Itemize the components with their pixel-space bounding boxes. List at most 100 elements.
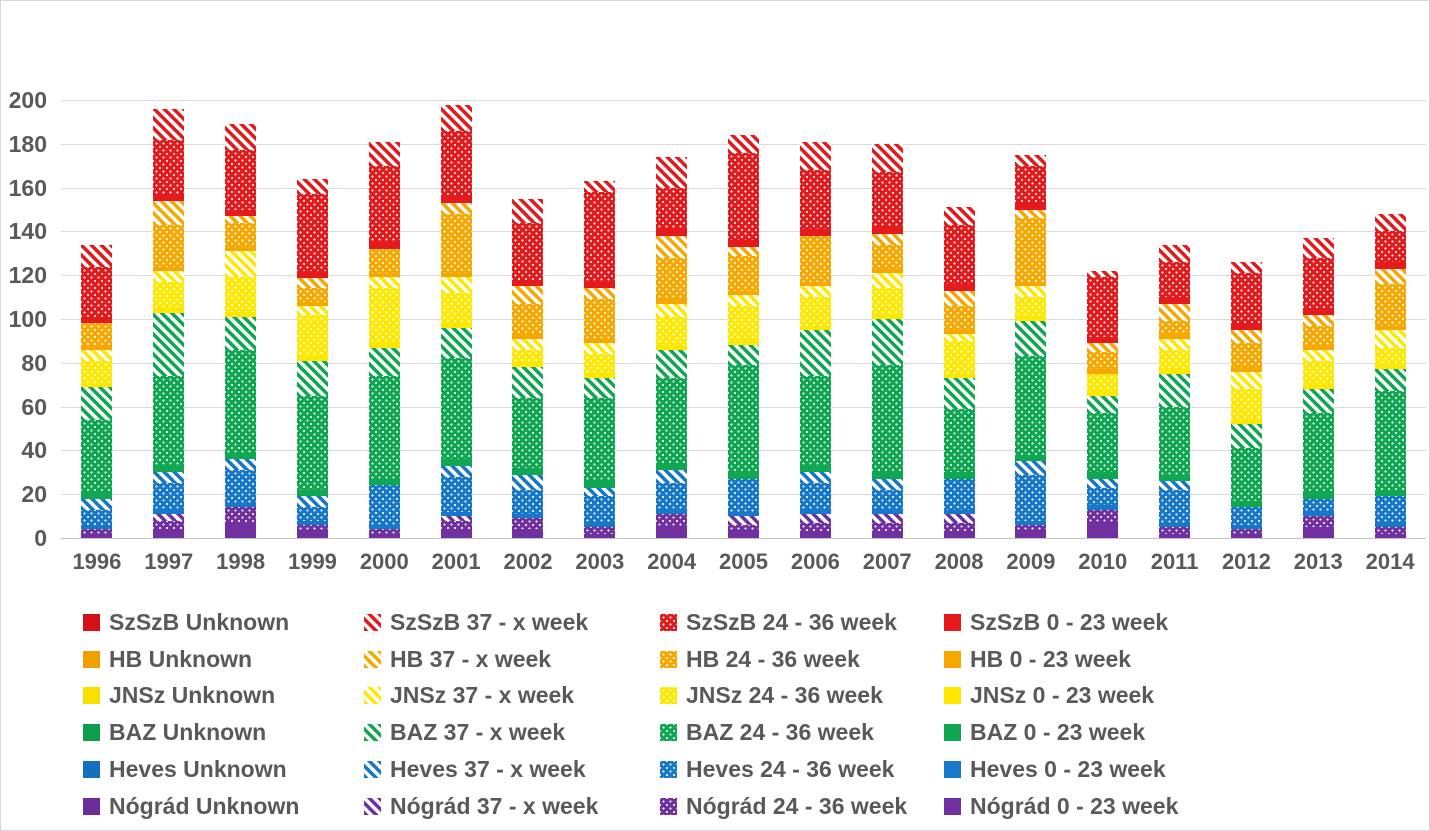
- bar-segment: [584, 397, 616, 482]
- bar-slot-2003: [564, 100, 636, 538]
- bar-segment: [368, 343, 400, 348]
- legend-item: Heves 24 - 36 week: [660, 756, 944, 783]
- legend-swatch-icon: [660, 761, 677, 779]
- bar-segment: [1302, 349, 1334, 361]
- bar-segment: [225, 470, 257, 503]
- x-tick-label-2010: 2010: [1078, 549, 1128, 574]
- bar-segment: [1087, 478, 1119, 488]
- bar-segment: [440, 465, 472, 477]
- bar-2005: [728, 135, 760, 538]
- bar-segment: [225, 459, 257, 471]
- bar-segment: [296, 395, 328, 490]
- x-tick-label-2014: 2014: [1365, 549, 1415, 574]
- bar-segment: [1230, 262, 1262, 274]
- bar-segment: [440, 104, 472, 131]
- bar-segment: [81, 266, 113, 317]
- bar-segment: [512, 474, 544, 490]
- bar-segment: [728, 290, 760, 295]
- bar-slot-2013: [1282, 100, 1354, 538]
- legend-label: Nógrád 37 - x week: [390, 792, 599, 819]
- legend-swatch-icon: [83, 650, 100, 668]
- legend-swatch-icon: [660, 797, 677, 815]
- legend-label: HB 0 - 23 week: [970, 645, 1132, 672]
- bar-segment: [584, 288, 616, 300]
- bar-segment: [728, 255, 760, 291]
- legend-item: HB 0 - 23 week: [944, 646, 1423, 673]
- legend-item: BAZ Unknown: [83, 719, 364, 746]
- bar-segment: [1230, 524, 1262, 530]
- legend-label: SzSzB 37 - x week: [390, 608, 589, 635]
- bar-segment: [871, 268, 903, 274]
- bar-segment: [512, 198, 544, 223]
- x-axis-labels: 1996 1997 1998 1999 2000 2001 2002 2003 2004 2005…: [61, 549, 1426, 575]
- bar-segment: [943, 284, 975, 291]
- bar-segment: [1159, 481, 1191, 490]
- y-tick-label-180: 180: [8, 130, 47, 157]
- bar-segment: [1087, 351, 1119, 370]
- bar-segment: [728, 524, 760, 532]
- bar-segment: [225, 124, 257, 151]
- bar-segment: [368, 165, 400, 243]
- bar-segment: [225, 507, 257, 523]
- y-tick-label-60: 60: [21, 393, 47, 420]
- bar-segment: [512, 397, 544, 468]
- bar-segment: [225, 216, 257, 223]
- bar-segment: [81, 529, 113, 534]
- bar-segment: [512, 286, 544, 304]
- bar-segment: [584, 487, 616, 497]
- bar-segment: [1302, 360, 1334, 385]
- bar-segment: [584, 354, 616, 374]
- bar-segment: [1302, 314, 1334, 326]
- bar-segment: [368, 533, 400, 538]
- legend-label: Heves 37 - x week: [390, 756, 586, 783]
- bar-segment: [296, 356, 328, 361]
- bar-segment: [512, 362, 544, 368]
- bar-segment: [1015, 203, 1047, 210]
- legend-item: BAZ 37 - x week: [364, 719, 660, 746]
- bar-segment: [368, 273, 400, 278]
- bar-2002: [512, 198, 544, 538]
- bar-segment: [728, 135, 760, 153]
- bar-segment: [81, 419, 113, 493]
- bar-segment: [584, 181, 616, 193]
- bar-segment: [440, 273, 472, 278]
- bar-1996: [81, 244, 113, 538]
- legend-swatch-icon: [364, 687, 381, 705]
- bar-slot-1997: [133, 100, 205, 538]
- bar-2003: [584, 181, 616, 538]
- bar-segment: [81, 349, 113, 361]
- legend-label: BAZ 0 - 23 week: [970, 719, 1146, 746]
- bar-segment: [728, 472, 760, 479]
- bar-segment: [943, 373, 975, 379]
- bar-segment: [799, 281, 831, 287]
- bar-segment: [1230, 323, 1262, 331]
- bar-segment: [1159, 373, 1191, 407]
- bar-1998: [225, 124, 257, 538]
- legend-item: Nógrád Unknown: [83, 793, 364, 820]
- bar-2006: [799, 141, 831, 538]
- bar-segment: [81, 360, 113, 383]
- legend-label: JNSz 37 - x week: [390, 682, 575, 709]
- bar-segment: [153, 520, 185, 530]
- bar-segment: [656, 470, 688, 484]
- legend-item: Heves Unknown: [83, 756, 364, 783]
- legend-swatch-icon: [660, 613, 677, 631]
- bar-segment: [656, 157, 688, 188]
- bar-segment: [728, 478, 760, 512]
- bar-segment: [1302, 498, 1334, 512]
- bar-slot-2001: [420, 100, 492, 538]
- legend-item: HB Unknown: [83, 646, 364, 673]
- bar-segment: [1374, 369, 1406, 392]
- bar-segment: [584, 299, 616, 339]
- bar-segment: [656, 316, 688, 346]
- bar-slot-2007: [851, 100, 923, 538]
- legend-label: Nógrád 0 - 23 week: [970, 792, 1179, 819]
- bar-2000: [368, 141, 400, 538]
- y-tick-label-140: 140: [8, 218, 47, 245]
- legend-label: Nógrád 24 - 36 week: [686, 792, 908, 819]
- bar-segment: [296, 496, 328, 508]
- bar-2012: [1230, 262, 1262, 538]
- bar-segment: [584, 343, 616, 355]
- x-tick-label-2013: 2013: [1293, 549, 1343, 574]
- bar-segment: [943, 378, 975, 409]
